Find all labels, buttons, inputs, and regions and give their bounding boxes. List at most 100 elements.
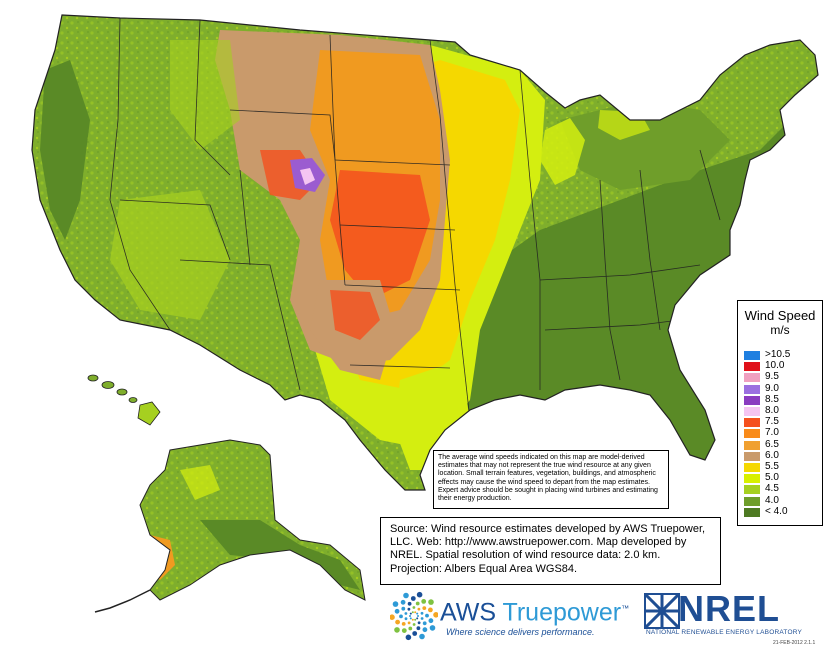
aws-dot bbox=[404, 617, 408, 621]
legend-item: 5.5 bbox=[744, 461, 820, 472]
aws-dot bbox=[411, 611, 414, 614]
legend-swatch bbox=[744, 440, 760, 450]
legend-label: 5.0 bbox=[765, 472, 779, 484]
aws-dot bbox=[433, 612, 438, 618]
legend-item: 9.0 bbox=[744, 382, 820, 394]
nrel-name: NREL bbox=[678, 588, 780, 629]
aws-dot bbox=[403, 592, 409, 599]
legend-swatch bbox=[744, 362, 760, 372]
legend-swatch bbox=[744, 384, 760, 394]
legend-title: Wind Speed bbox=[744, 308, 816, 323]
legend-item: 9.5 bbox=[744, 371, 820, 383]
disclaimer-text: The average wind speeds indicated on thi… bbox=[433, 450, 669, 509]
trademark-mark: ™ bbox=[621, 604, 630, 613]
aws-dot bbox=[417, 607, 421, 611]
aws-dot bbox=[414, 618, 417, 621]
aws-dot bbox=[407, 621, 411, 625]
legend-label: 8.5 bbox=[765, 393, 779, 405]
aws-dot bbox=[417, 615, 419, 617]
aws-dot bbox=[422, 606, 427, 610]
legend-item: 10.0 bbox=[744, 360, 820, 372]
aws-dot bbox=[422, 627, 428, 633]
nrel-subtitle: NATIONAL RENEWABLE ENERGY LABORATORY bbox=[646, 629, 803, 636]
legend-swatch bbox=[744, 496, 760, 506]
nrel-grid-icon bbox=[644, 593, 680, 629]
legend-label: 5.5 bbox=[765, 461, 779, 472]
wind-speed-legend: Wind Speed m/s >10.5 10.0 9.5 9.0 8.5 8.0 7.5 7… bbox=[737, 300, 823, 526]
date-stamp: 21-FEB-2012 2.1.1 bbox=[773, 640, 816, 646]
aws-dot bbox=[399, 614, 403, 619]
alaska-landmass bbox=[94, 439, 366, 613]
legend-item: 4.0 bbox=[744, 494, 820, 506]
legend-swatch bbox=[744, 485, 760, 495]
aws-dot bbox=[416, 626, 421, 631]
legend-label: 6.5 bbox=[765, 438, 779, 450]
aws-dot bbox=[416, 612, 419, 615]
aws-dot bbox=[408, 626, 413, 631]
legend-swatch bbox=[744, 429, 760, 439]
aws-dot bbox=[409, 612, 412, 615]
legend-item: 7.0 bbox=[744, 427, 820, 439]
aws-dot bbox=[410, 596, 416, 601]
hawaii-islands bbox=[87, 374, 161, 426]
aws-dot bbox=[412, 606, 416, 609]
legend-swatch bbox=[744, 395, 760, 405]
aws-dot bbox=[428, 599, 434, 605]
legend-item: 8.0 bbox=[744, 405, 820, 416]
aws-tagline: Where science delivers performance. bbox=[446, 627, 595, 637]
aws-dot bbox=[400, 599, 406, 605]
aws-dot bbox=[412, 623, 416, 626]
legend-swatch bbox=[744, 418, 760, 428]
nrel-logo: NREL NATIONAL RENEWABLE ENERGY LABORATOR… bbox=[644, 588, 824, 643]
aws-dot bbox=[412, 631, 418, 636]
legend-swatch bbox=[744, 451, 760, 461]
legend-swatch bbox=[744, 507, 760, 517]
aws-dot bbox=[425, 613, 429, 618]
aws-dot bbox=[417, 621, 421, 625]
aws-name: AWS Truepower™ bbox=[440, 595, 629, 626]
aws-dot bbox=[414, 611, 417, 614]
aws-dot bbox=[395, 619, 400, 625]
aws-dot bbox=[401, 622, 406, 626]
aws-dot bbox=[422, 621, 427, 626]
legend-swatch bbox=[744, 407, 760, 416]
legend-label: 8.0 bbox=[765, 405, 779, 416]
aws-dot bbox=[416, 591, 423, 598]
legend-item: 5.0 bbox=[744, 472, 820, 484]
aws-dot bbox=[394, 608, 400, 614]
aws-dot bbox=[409, 615, 411, 617]
legend-item: 7.5 bbox=[744, 416, 820, 428]
aws-dot bbox=[392, 601, 399, 607]
aws-dot bbox=[404, 612, 408, 615]
aws-dot bbox=[428, 607, 433, 613]
aws-dot bbox=[420, 611, 424, 615]
aws-name-part: AWS bbox=[440, 598, 503, 627]
legend-label: 7.5 bbox=[765, 416, 779, 428]
legend-item: 6.0 bbox=[744, 450, 820, 461]
aws-dot bbox=[401, 606, 406, 611]
legend-unit: m/s bbox=[770, 323, 790, 337]
aws-dot bbox=[416, 617, 419, 620]
legend-label: 10.0 bbox=[765, 360, 785, 372]
aws-dot bbox=[405, 634, 412, 641]
aws-truepower-logo: AWS Truepower™ Where science delivers pe… bbox=[390, 591, 640, 643]
legend-label: 9.5 bbox=[765, 371, 779, 383]
legend-label: 4.5 bbox=[765, 483, 779, 495]
aws-dot bbox=[428, 618, 434, 624]
truepower-name-part: Truepower bbox=[502, 598, 622, 627]
legend-swatch bbox=[744, 463, 760, 472]
legend-item: >10.5 bbox=[744, 349, 820, 360]
legend-label: 4.0 bbox=[765, 494, 779, 506]
aws-dot bbox=[401, 628, 407, 633]
aws-dot bbox=[429, 625, 436, 631]
aws-dot bbox=[415, 601, 420, 606]
aws-dot bbox=[411, 618, 414, 621]
legend-item: 4.5 bbox=[744, 483, 820, 495]
aws-dot bbox=[420, 617, 424, 620]
legend-label: 9.0 bbox=[765, 382, 779, 394]
aws-dot bbox=[421, 599, 427, 604]
legend-label: < 4.0 bbox=[765, 505, 788, 517]
legend-swatch bbox=[744, 373, 760, 383]
source-text: Source: Wind resource estimates develope… bbox=[380, 517, 721, 585]
